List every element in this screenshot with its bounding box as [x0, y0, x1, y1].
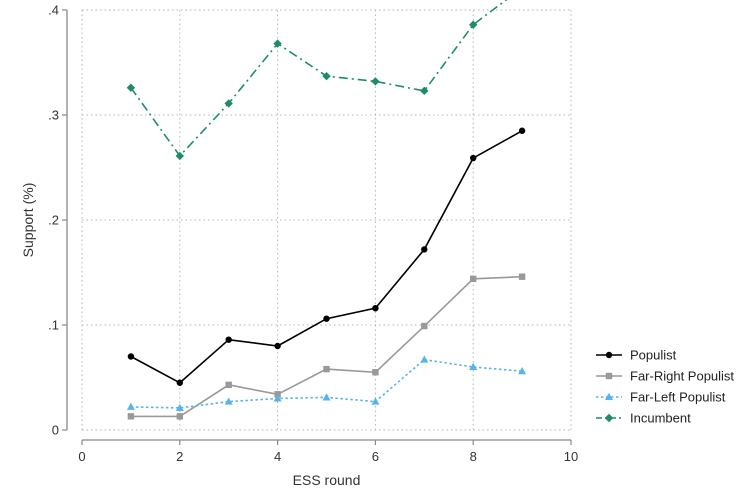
legend-label: Populist — [630, 348, 677, 363]
y-tick-label: .2 — [48, 213, 59, 228]
data-point — [372, 369, 379, 376]
x-tick-label: 6 — [372, 449, 379, 464]
series-line — [130, 130, 523, 384]
series — [126, 0, 527, 420]
data-point — [176, 413, 183, 420]
x-tick-label: 10 — [564, 449, 578, 464]
data-point — [126, 83, 136, 92]
data-point — [126, 402, 135, 410]
data-point — [273, 394, 282, 402]
data-point — [371, 77, 380, 86]
legend-item: Populist — [596, 348, 677, 363]
data-point — [323, 315, 330, 322]
legend-marker — [605, 392, 613, 400]
legend: Populist Far-Right Populist Far-Left Popul… — [596, 348, 734, 426]
legend-item: Far-Right Populist — [596, 369, 734, 384]
data-point — [469, 20, 478, 29]
data-point — [273, 39, 282, 48]
data-point — [224, 397, 233, 405]
y-tick-label: 0 — [52, 423, 59, 438]
series-incumbent — [126, 0, 508, 161]
legend-label: Far-Left Populist — [630, 390, 726, 405]
data-point — [421, 322, 428, 330]
grid — [81, 9, 572, 431]
x-tick-label: 2 — [176, 449, 183, 464]
data-point — [127, 413, 135, 420]
data-point — [420, 86, 429, 96]
data-point — [323, 365, 330, 373]
y-tick-label: .4 — [48, 3, 59, 18]
data-point — [518, 127, 526, 134]
y-tick-label: .3 — [48, 108, 59, 123]
data-point — [225, 381, 232, 389]
data-point — [176, 379, 183, 386]
data-point — [322, 71, 331, 81]
legend-item: Incumbent — [596, 411, 691, 426]
y-axis-title: Support (%) — [20, 183, 36, 258]
data-point — [322, 393, 331, 401]
data-point — [470, 154, 477, 162]
x-tick-label: 4 — [274, 449, 281, 464]
legend-label: Far-Right Populist — [630, 369, 734, 384]
data-point — [469, 362, 478, 370]
legend-marker — [604, 413, 614, 423]
data-point — [371, 397, 380, 405]
data-point — [518, 273, 526, 280]
legend-marker — [605, 351, 613, 359]
x-axis-title: ESS round — [293, 472, 361, 488]
data-point — [518, 367, 527, 375]
data-point — [224, 99, 233, 108]
axes: 0 2 4 6 8 10 0 .1 .2 .3 .4 — [48, 3, 578, 465]
data-point — [127, 353, 135, 360]
series-far-left-populist — [126, 355, 527, 411]
data-point — [225, 336, 232, 343]
data-point — [175, 151, 184, 161]
legend-item: Far-Left Populist — [596, 390, 726, 405]
data-point — [274, 391, 281, 398]
data-point — [470, 275, 477, 282]
data-point — [420, 355, 429, 363]
data-point — [175, 403, 184, 411]
y-tick-label: .1 — [48, 318, 59, 333]
legend-marker — [605, 372, 613, 380]
legend-label: Incumbent — [630, 411, 691, 426]
series-populist — [127, 127, 526, 386]
data-point — [274, 342, 281, 350]
data-point — [421, 246, 428, 253]
data-point — [372, 305, 379, 312]
x-tick-label: 8 — [470, 449, 477, 464]
x-tick-label: 0 — [78, 449, 85, 464]
